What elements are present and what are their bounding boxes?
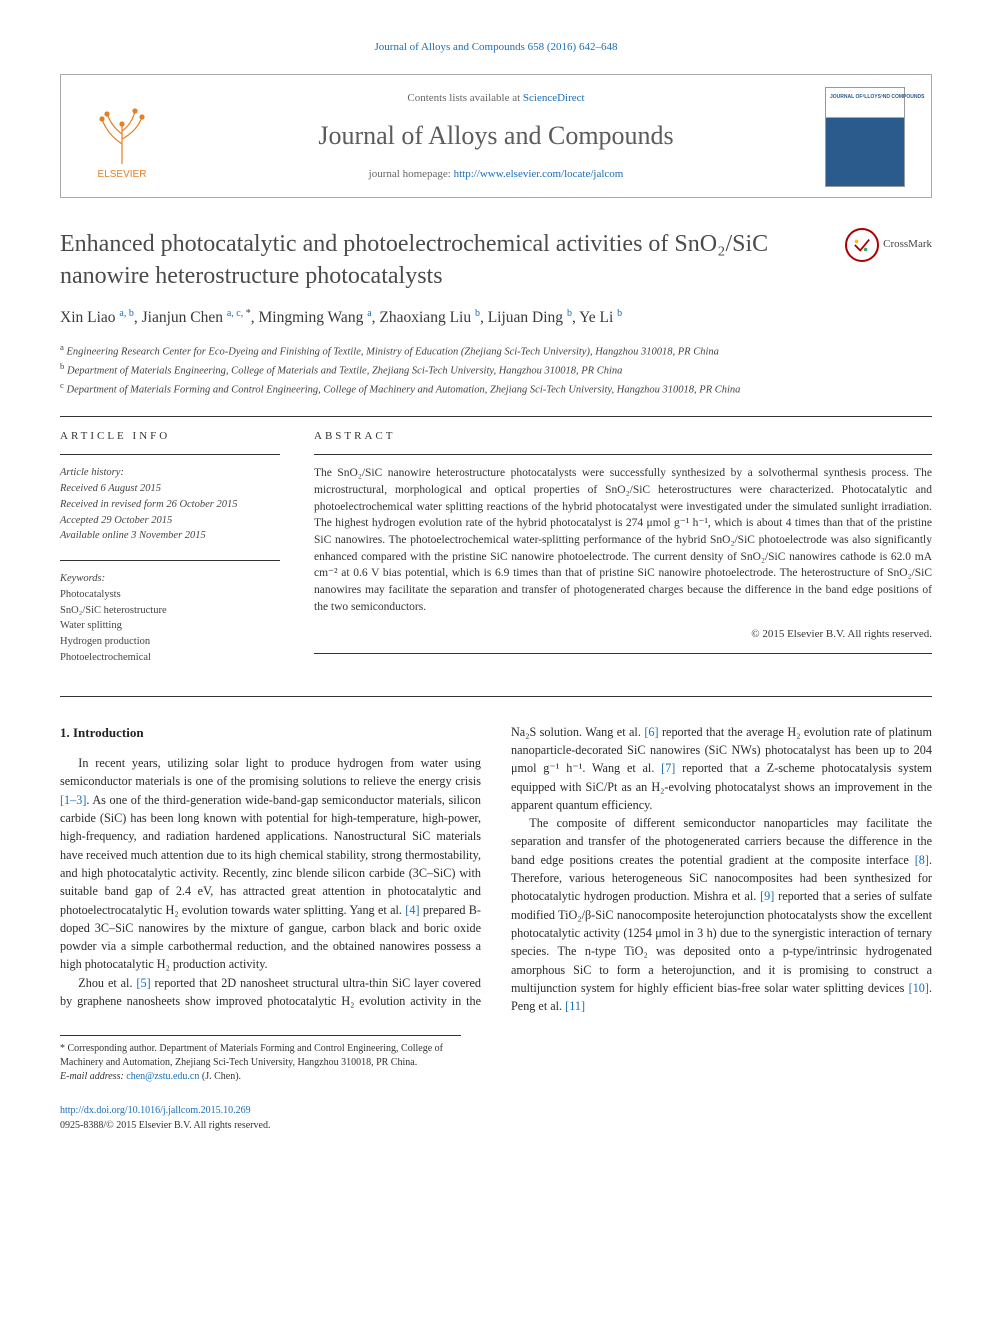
issn-copyright: 0925-8388/© 2015 Elsevier B.V. All right… <box>60 1119 932 1134</box>
article-info-label: ARTICLE INFO <box>60 429 280 445</box>
contents-available-line: Contents lists available at ScienceDirec… <box>181 91 811 107</box>
introduction-heading: 1. Introduction <box>60 723 481 743</box>
article-body: 1. Introduction In recent years, utilizi… <box>60 723 932 1016</box>
copyright-line: © 2015 Elsevier B.V. All rights reserved… <box>314 627 932 643</box>
svg-text:ELSEVIER: ELSEVIER <box>98 169 147 179</box>
crossmark-icon <box>845 228 879 262</box>
journal-name: Journal of Alloys and Compounds <box>181 117 811 155</box>
citation-header: Journal of Alloys and Compounds 658 (201… <box>60 40 932 56</box>
page-footer: http://dx.doi.org/10.1016/j.jallcom.2015… <box>60 1104 932 1133</box>
corresponding-email[interactable]: chen@zstu.edu.cn <box>126 1071 199 1082</box>
abstract-label: ABSTRACT <box>314 429 932 445</box>
journal-cover-thumbnail <box>825 87 905 187</box>
sciencedirect-link[interactable]: ScienceDirect <box>523 92 585 104</box>
publisher-logo: ELSEVIER <box>77 89 167 185</box>
article-info-block: ARTICLE INFO Article history: Received 6… <box>60 429 280 666</box>
keywords-block: Keywords: Photocatalysts SnO₂/SiC hetero… <box>60 571 280 666</box>
journal-homepage-url[interactable]: http://www.elsevier.com/locate/jalcom <box>454 168 624 180</box>
abstract-block: ABSTRACT The SnO₂/SiC nanowire heterostr… <box>314 429 932 666</box>
affiliations: a Engineering Research Center for Eco-Dy… <box>60 341 932 397</box>
crossmark-badge[interactable]: CrossMark <box>845 228 932 262</box>
abstract-text: The SnO₂/SiC nanowire heterostructure ph… <box>314 465 932 615</box>
article-history: Article history: Received 6 August 2015 … <box>60 465 280 544</box>
article-title: Enhanced photocatalytic and photoelectro… <box>60 228 845 293</box>
intro-paragraph-1: In recent years, utilizing solar light t… <box>60 754 481 974</box>
intro-paragraph-3: The composite of different semiconductor… <box>511 814 932 1015</box>
journal-homepage-line: journal homepage: http://www.elsevier.co… <box>181 167 811 183</box>
journal-header-box: ELSEVIER Contents lists available at Sci… <box>60 74 932 198</box>
doi-link[interactable]: http://dx.doi.org/10.1016/j.jallcom.2015… <box>60 1104 932 1119</box>
crossmark-label: CrossMark <box>883 237 932 253</box>
author-list: Xin Liao a, b, Jianjun Chen a, c, *, Min… <box>60 307 932 330</box>
corresponding-author-footnote: * Corresponding author. Department of Ma… <box>60 1035 461 1084</box>
